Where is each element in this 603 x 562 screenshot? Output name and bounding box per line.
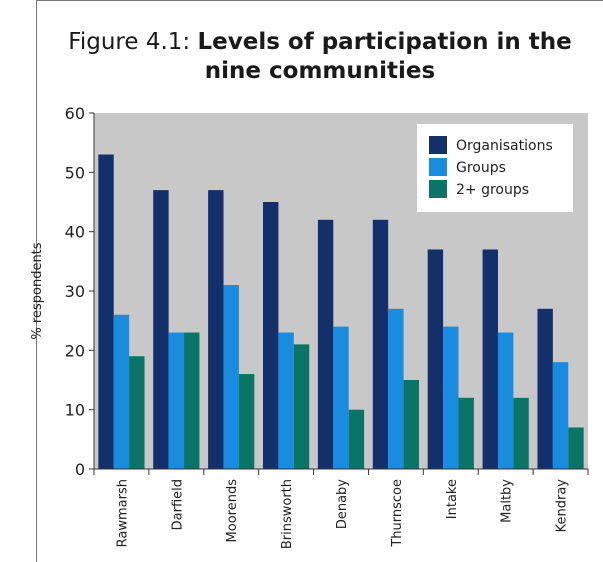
bar-darfield-2-groups [184,332,200,469]
y-axis: 0 10 20 30 40 50 60 [65,104,95,479]
bar-intake-2-groups [458,397,474,469]
bar-kendray-2-groups [568,427,584,469]
y-tick-label: 50 [65,163,85,182]
y-tick-label: 20 [65,341,85,360]
bar-darfield-organisations [153,190,169,469]
bar-brinsworth-organisations [263,202,279,469]
bar-denaby-organisations [317,219,334,469]
x-tick-label-rawmarsh: Rawmarsh [115,479,130,547]
legend-label-groups: Groups [456,160,506,176]
chart-title: Figure 4.1: Levels of participation in t… [60,28,580,86]
legend-label-2-groups: 2+ groups [456,182,529,198]
bar-thurnscoe-2-groups [403,380,419,469]
y-tick-label: 30 [65,282,85,301]
bar-rawmarsh-groups [113,314,130,469]
figure-frame [36,0,603,562]
bar-brinsworth-groups [278,332,294,469]
bar-maltby-organisations [482,249,498,469]
bar-moorends-groups [223,285,239,469]
chart-title-main: Levels of participation in the nine comm… [197,29,572,84]
legend: Organisations Groups 2+ groups [417,124,573,212]
x-tick-label-denaby: Denaby [335,479,350,529]
bar-thurnscoe-groups [388,308,404,469]
x-tick-label-maltby: Maltby [500,479,515,523]
bar-rawmarsh-2-groups [129,356,145,469]
y-tick-label: 10 [65,401,85,420]
bar-maltby-groups [497,332,514,469]
y-tick-label: 0 [75,460,85,479]
figure-frame-top [36,0,603,1]
bar-intake-organisations [427,249,444,469]
x-tick-label-moorends: Moorends [225,479,240,543]
bar-kendray-organisations [537,308,553,469]
x-tick-label-kendray: Kendray [555,479,570,533]
bar-maltby-2-groups [513,397,529,469]
bar-denaby-2-groups [348,409,365,469]
bars-group [98,154,584,469]
y-tick-label: 40 [65,223,85,242]
x-tick-label-brinsworth: Brinsworth [280,479,295,549]
bar-moorends-organisations [208,190,224,469]
x-tick-label-darfield: Darfield [170,479,185,530]
bar-denaby-groups [333,326,349,469]
x-tick-label-intake: Intake [445,479,460,519]
legend-swatch-organisations [429,136,447,154]
x-tick-label-thurnscoe: Thurnscoe [390,479,405,548]
x-axis: Rawmarsh Darfield Moorends Brinsworth Denaby… [93,468,589,549]
chart-title-prefix: Figure 4.1: [68,29,198,55]
y-tick-label: 60 [65,104,85,123]
legend-swatch-2-groups [429,180,447,198]
y-axis-label: % respondents [30,242,45,339]
legend-swatch-groups [429,158,447,176]
bar-intake-groups [443,326,459,469]
legend-label-organisations: Organisations [456,138,553,154]
bar-moorends-2-groups [238,374,255,469]
bar-brinsworth-2-groups [293,344,310,469]
bar-rawmarsh-organisations [98,154,114,469]
bar-darfield-groups [168,332,185,469]
bar-thurnscoe-organisations [372,219,389,469]
bar-kendray-groups [552,362,569,469]
